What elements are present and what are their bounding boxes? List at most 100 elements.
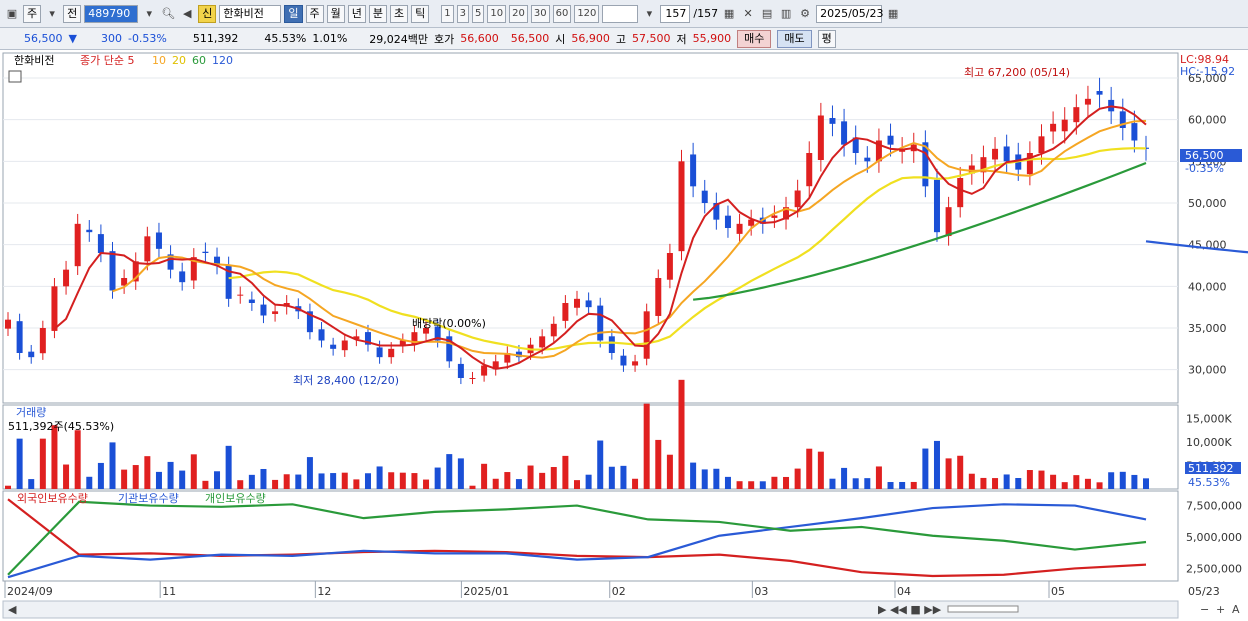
volume-bar: [74, 430, 81, 489]
candle: [481, 365, 488, 376]
interval-5[interactable]: 5: [472, 4, 485, 23]
zoom-out-icon[interactable]: −: [1200, 603, 1209, 616]
volume-bar: [1073, 475, 1080, 489]
candle: [783, 207, 790, 220]
turnover-pct: 45.53%: [264, 32, 307, 45]
speaker-icon[interactable]: ◀: [183, 7, 192, 20]
eval-button[interactable]: 평: [817, 29, 836, 48]
amount: 29,024백만: [369, 32, 429, 46]
volume-bar: [190, 454, 197, 489]
period-month-button[interactable]: 월: [326, 4, 345, 23]
volume-bar: [1015, 478, 1022, 489]
candle: [829, 118, 836, 124]
sell-button[interactable]: 매도: [777, 29, 812, 48]
volume-bar: [1038, 470, 1045, 489]
chart-area[interactable]: 65,00060,00055,00050,00045,00040,00035,0…: [0, 50, 1248, 621]
candle: [992, 148, 999, 160]
layout-icon[interactable]: ▣: [6, 7, 18, 20]
interval-custom-input[interactable]: [602, 4, 639, 23]
volume-bar: [481, 463, 488, 489]
candle: [852, 137, 859, 153]
volume-bar: [5, 485, 11, 489]
xaxis-label: 2024/09: [7, 585, 53, 598]
chevron-down-icon[interactable]: ▾: [646, 7, 653, 20]
period-second-button[interactable]: 초: [390, 4, 409, 23]
interval-20[interactable]: 20: [509, 4, 528, 23]
volume-bar: [678, 379, 685, 489]
period-day-button[interactable]: 일: [284, 4, 303, 23]
toolbar: ▣ 주 ▾ 전 489790 ▾ 🔍︎ ◀ 신 한화비전 일 주 월 년 분 초…: [0, 0, 1248, 28]
volume-bar: [887, 482, 894, 489]
date-input[interactable]: 2025/05/23: [816, 4, 884, 23]
zoom-in-icon[interactable]: +: [1216, 603, 1225, 616]
volume-bar: [794, 468, 801, 489]
print-icon[interactable]: ▤: [761, 7, 773, 20]
interval-60[interactable]: 60: [552, 4, 572, 23]
period-tick-button[interactable]: 틱: [411, 4, 430, 23]
xaxis-label: 04: [897, 585, 911, 598]
table-icon[interactable]: [8, 70, 22, 83]
xaxis-label: 03: [754, 585, 768, 598]
candle: [550, 323, 557, 337]
interval-10[interactable]: 10: [487, 4, 507, 23]
interval-120[interactable]: 120: [574, 4, 600, 23]
save-icon[interactable]: ▥: [780, 7, 792, 20]
chevron-down-icon[interactable]: ▾: [49, 7, 55, 20]
grid-icon[interactable]: ▦: [723, 7, 735, 20]
scroll-controls[interactable]: ▶ ◀◀ ■ ▶▶: [878, 603, 942, 616]
volume-bar: [225, 445, 232, 489]
stock-name-field[interactable]: 한화비전: [219, 4, 282, 23]
interval-1[interactable]: 1: [441, 4, 454, 23]
candle: [330, 344, 337, 349]
candle: [771, 215, 778, 218]
volume-bar: [376, 466, 383, 489]
volume-bar: [63, 464, 70, 489]
period-year-button[interactable]: 년: [347, 4, 366, 23]
low: 55,900: [692, 32, 732, 45]
volume-bar: [214, 471, 221, 489]
annotation-low: 최저 28,400 (12/20): [293, 374, 399, 387]
zoom-slider[interactable]: [947, 605, 1019, 613]
price-pane-title: 한화비전: [14, 54, 54, 67]
stock-code-input[interactable]: 489790: [84, 4, 139, 23]
volume-bar: [353, 479, 360, 489]
high-label: 고: [615, 32, 627, 46]
volume-bar: [910, 481, 917, 489]
count-input[interactable]: 157: [660, 4, 691, 23]
period-minute-button[interactable]: 분: [368, 4, 387, 23]
candle: [1003, 146, 1010, 162]
interval-30[interactable]: 30: [530, 4, 550, 23]
holdings-line: [7, 503, 1147, 579]
gear-icon[interactable]: ⚙: [800, 7, 811, 20]
volume-bar: [597, 440, 604, 489]
search-icon[interactable]: 🔍︎: [161, 7, 176, 20]
volume-bar: [713, 468, 720, 489]
ma60-line: [693, 161, 1147, 301]
volume-bar: [945, 458, 952, 489]
candle: [109, 251, 116, 291]
last-price-label: 56,500: [1185, 149, 1224, 162]
period-type-select[interactable]: 주: [23, 4, 42, 23]
calendar-icon[interactable]: ▦: [887, 7, 899, 20]
last-change-label: -0.35%: [1185, 162, 1224, 175]
buy-button[interactable]: 매수: [737, 29, 772, 48]
volume-bar: [434, 467, 441, 489]
scrollbar[interactable]: [2, 600, 1179, 619]
candle: [980, 157, 987, 173]
legend-ma10: 10: [152, 54, 166, 67]
scroll-left-icon[interactable]: ◀: [8, 603, 17, 616]
crosshair-icon[interactable]: ✕: [743, 7, 753, 20]
annotation-dividend: 배당락(0.00%): [412, 317, 486, 330]
legend-foreign: 외국인보유수량: [17, 492, 88, 505]
volume-bar: [341, 472, 348, 489]
font-icon[interactable]: A: [1232, 603, 1240, 616]
candle: [817, 115, 824, 160]
period-week-button[interactable]: 주: [305, 4, 324, 23]
market-select[interactable]: 전: [63, 4, 82, 23]
interval-3[interactable]: 3: [456, 4, 469, 23]
hc-label: HC:-15.92: [1180, 65, 1235, 78]
dropdown-icon[interactable]: ▾: [146, 7, 153, 20]
high: 57,500: [632, 32, 671, 45]
candle: [515, 351, 522, 358]
volume-bar: [992, 478, 999, 489]
